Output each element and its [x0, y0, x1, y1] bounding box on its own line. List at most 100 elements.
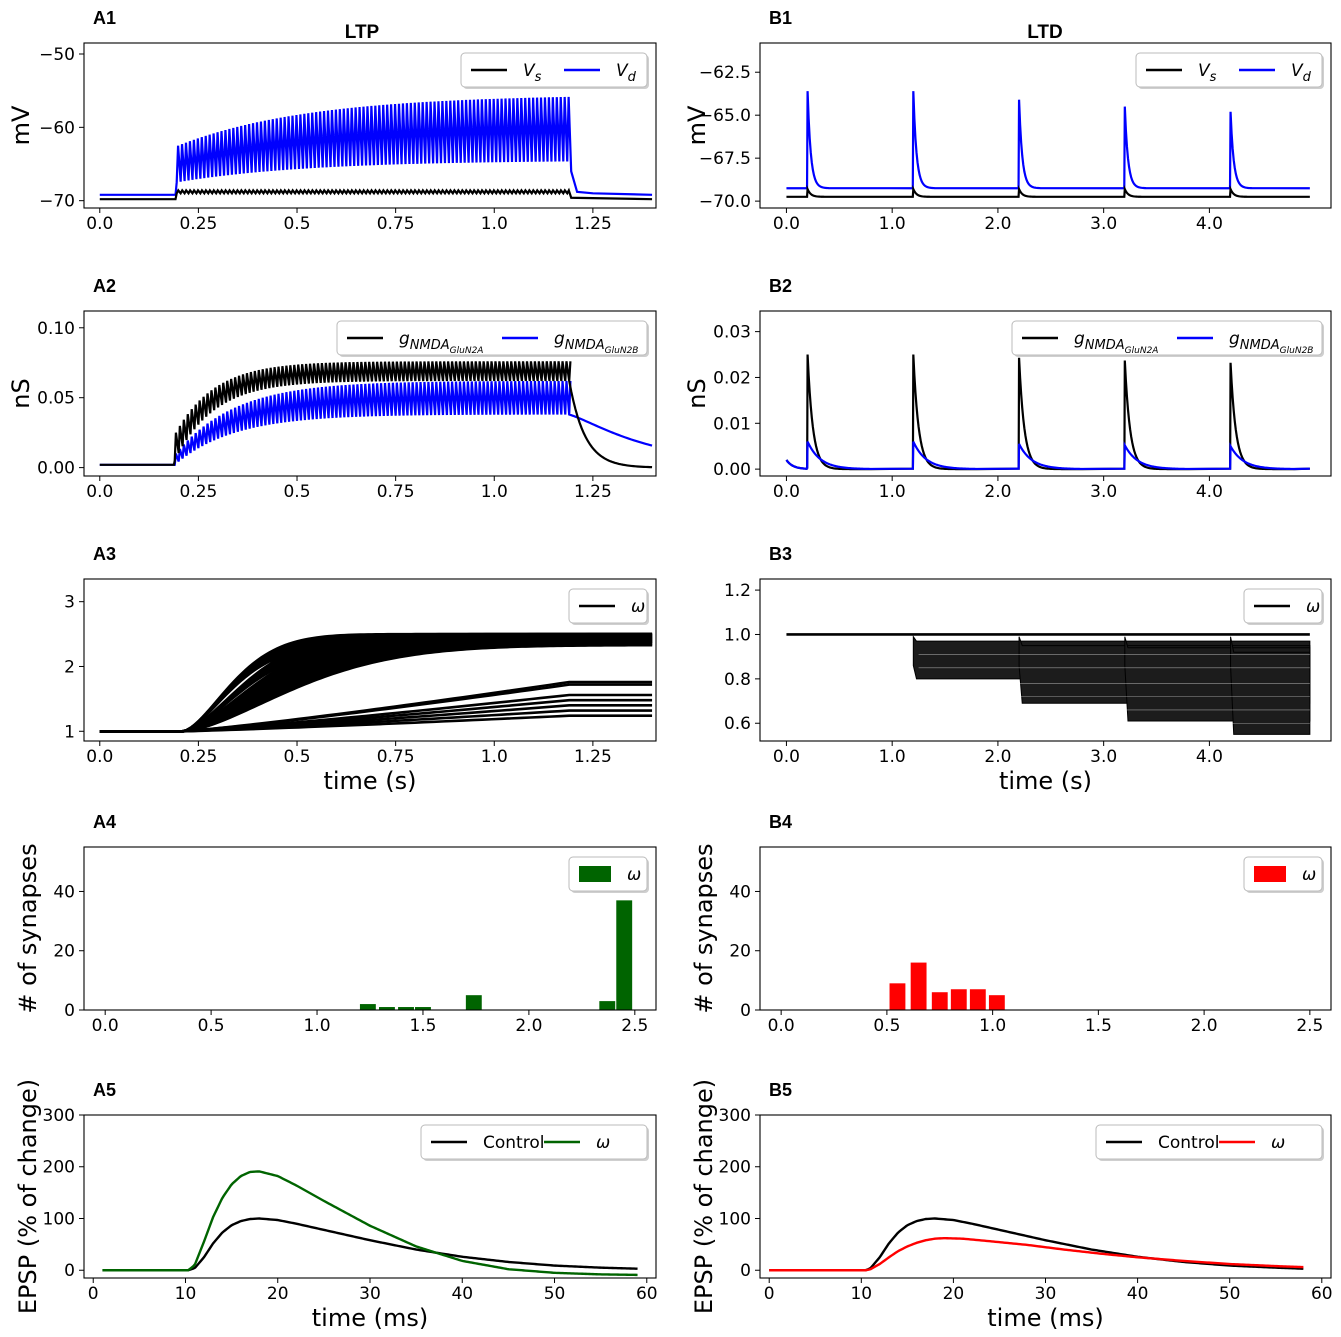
- bar: [889, 983, 906, 1010]
- x-tick-label: 0.0: [86, 747, 113, 767]
- y-tick-label: 20: [729, 942, 751, 962]
- bar: [910, 962, 927, 1010]
- x-tick-label: 1.0: [304, 1016, 331, 1036]
- bar: [465, 995, 482, 1010]
- panel-b3: 0.0 1.0 2.0 3.0 4.0 0.6 0.8 1.0 1.2 B3 time (s) ω: [724, 544, 1332, 795]
- legend-label: Vd: [616, 61, 637, 85]
- y-tick-label: 0.00: [37, 459, 75, 479]
- x-tick-label: 1.0: [979, 1016, 1006, 1036]
- x-tick-label: 0: [764, 1284, 775, 1304]
- x-tick-label: 1.0: [481, 747, 508, 767]
- y-tick-label: 0: [64, 1001, 75, 1021]
- y-tick-label: 0.03: [713, 323, 751, 343]
- series-line-control: [102, 1217, 638, 1272]
- x-tick-label: 1.25: [574, 482, 612, 502]
- legend: gNMDAGluN2A gNMDAGluN2B: [1011, 320, 1324, 357]
- x-tick-label: 20: [267, 1284, 289, 1304]
- y-tick-label: 0.01: [713, 414, 751, 434]
- x-tick-label: 4.0: [1196, 482, 1223, 502]
- x-tick-label: 1.0: [879, 482, 906, 502]
- x-tick-label: 0.5: [283, 214, 310, 234]
- panel-b2: 0.0 1.0 2.0 3.0 4.0 0.00 0.01 0.02 0.03 B2 nS gNMDA…: [683, 276, 1332, 502]
- y-tick-label: 0: [740, 1261, 751, 1281]
- legend-box: [336, 320, 648, 356]
- x-tick-label: 0.0: [86, 214, 113, 234]
- y-tick-label: −50: [39, 45, 75, 65]
- plot-area: [889, 962, 1005, 1010]
- series-line-g-nmda-glun2a: [99, 361, 653, 469]
- y-tick-label: 200: [719, 1158, 751, 1178]
- y-tick-label: −62.5: [699, 63, 751, 83]
- plot-area: [786, 633, 1311, 735]
- bar: [969, 989, 986, 1010]
- series-line-g-nmda-glun2b: [785, 441, 1310, 471]
- y-tick-label: −70.0: [699, 192, 751, 212]
- y-tick-label: −67.5: [699, 149, 751, 169]
- column-title-ltd: LTD: [1027, 22, 1063, 43]
- x-tick-label: 1.25: [574, 747, 612, 767]
- legend-label: ω: [1271, 1133, 1285, 1153]
- panel-label: A2: [93, 276, 116, 296]
- axes-frame: [83, 42, 657, 209]
- legend-label: Vs: [523, 61, 542, 85]
- series-line-vd: [99, 96, 653, 196]
- legend: ω: [568, 856, 649, 893]
- panel-label: A1: [93, 8, 116, 28]
- axes-frame: [83, 578, 657, 742]
- x-tick-label: 0.0: [773, 482, 800, 502]
- bar: [599, 1001, 616, 1010]
- x-tick-label: 30: [359, 1284, 381, 1304]
- bar: [415, 1007, 431, 1010]
- legend-label: gNMDAGluN2A: [399, 329, 483, 356]
- x-tick-label: 1.0: [879, 747, 906, 767]
- axes-frame: [83, 846, 657, 1011]
- x-tick-label: 10: [175, 1284, 197, 1304]
- bar: [950, 989, 967, 1010]
- x-tick-label: 0.25: [179, 482, 217, 502]
- x-tick-label: 0: [88, 1284, 99, 1304]
- panel-b1: 0.0 1.0 2.0 3.0 4.0 −70.0 −67.5 −65.0 −62.5 B1 mV V…: [683, 8, 1332, 234]
- x-tick-label: 3.0: [1090, 214, 1117, 234]
- y-tick-label: 40: [729, 882, 751, 902]
- x-tick-label: 4.0: [1196, 747, 1223, 767]
- panel-a4: 0.0 0.5 1.0 1.5 2.0 2.5 0 20 40 A4 # of synapses ω: [14, 812, 657, 1036]
- y-tick-label: 0.00: [713, 460, 751, 480]
- bar: [616, 900, 633, 1010]
- panel-label: A5: [93, 1080, 116, 1100]
- y-axis-title: mV: [683, 105, 711, 145]
- bar: [359, 1004, 376, 1010]
- axes-frame: [83, 310, 657, 477]
- panel-label: B4: [769, 812, 792, 832]
- x-tick-label: 0.25: [179, 747, 217, 767]
- x-tick-label: 2.0: [984, 214, 1011, 234]
- plot-area: [769, 1217, 1304, 1272]
- x-tick-label: 0.5: [283, 482, 310, 502]
- x-tick-label: 2.0: [515, 1016, 542, 1036]
- x-tick-label: 60: [636, 1284, 658, 1304]
- x-tick-label: 1.0: [879, 214, 906, 234]
- axes-frame: [759, 846, 1332, 1011]
- series-line-omega: [102, 1170, 638, 1277]
- x-tick-label: 2.5: [621, 1016, 648, 1036]
- x-tick-label: 0.75: [377, 747, 415, 767]
- legend-label: Control: [1158, 1133, 1219, 1153]
- omega-trace: [99, 714, 653, 733]
- legend-label: gNMDAGluN2A: [1074, 329, 1158, 356]
- plot-area: [99, 361, 653, 469]
- y-tick-label: 1.0: [724, 625, 751, 645]
- x-tick-label: 1.5: [409, 1016, 436, 1036]
- y-tick-label: 0: [740, 1001, 751, 1021]
- x-tick-label: 0.0: [773, 214, 800, 234]
- bar: [931, 992, 948, 1010]
- panel-label: B3: [769, 544, 792, 564]
- legend-label: ω: [1302, 865, 1316, 885]
- x-tick-label: 2.5: [1296, 1016, 1323, 1036]
- x-tick-label: 0.0: [773, 747, 800, 767]
- bar: [379, 1007, 395, 1010]
- panel-b4: 0.0 0.5 1.0 1.5 2.0 2.5 0 20 40 B4 # of synapses ω: [690, 812, 1332, 1036]
- panel-label: B1: [769, 8, 792, 28]
- y-tick-label: 2: [64, 657, 75, 677]
- x-axis-title: time (ms): [312, 1304, 428, 1332]
- x-tick-label: 1.25: [574, 214, 612, 234]
- legend: ω: [568, 588, 649, 625]
